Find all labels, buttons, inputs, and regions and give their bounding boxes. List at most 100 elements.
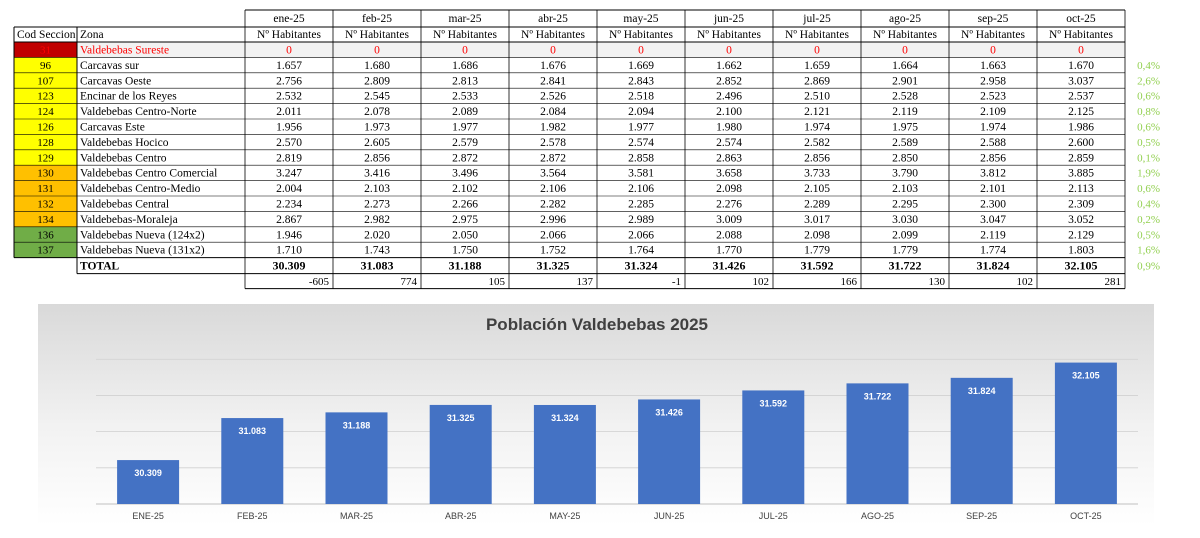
cell-value: 2.119 bbox=[980, 229, 1006, 241]
section-code: 129 bbox=[37, 152, 54, 164]
x-tick-label: SEP-25 bbox=[966, 511, 997, 521]
total-value: 32.105 bbox=[1065, 259, 1098, 273]
cell-value: 3.790 bbox=[892, 168, 918, 180]
code-cell-fill bbox=[14, 226, 77, 243]
code-cell-fill bbox=[14, 211, 77, 227]
cell-value: 0 bbox=[990, 45, 996, 57]
cell-value: 2.872 bbox=[452, 152, 478, 164]
month-header: oct-25 bbox=[1066, 13, 1096, 25]
change-pct: 0,4% bbox=[1137, 199, 1160, 211]
cell-value: 2.867 bbox=[276, 214, 302, 226]
cell-value: 2.276 bbox=[716, 199, 742, 211]
cell-value: 2.526 bbox=[540, 91, 566, 103]
section-code: 128 bbox=[37, 137, 54, 149]
code-cell-fill bbox=[14, 149, 77, 166]
cell-value: 2.121 bbox=[804, 106, 830, 118]
cell-value: 2.537 bbox=[1068, 91, 1094, 103]
change-pct: 1,9% bbox=[1137, 168, 1160, 180]
cell-value: 1.975 bbox=[892, 122, 918, 134]
chart-panel: Población Valdebebas 2025 30.309 ENE-25 31.… bbox=[38, 304, 1154, 526]
cell-value: 2.066 bbox=[628, 229, 654, 241]
month-header: feb-25 bbox=[362, 13, 392, 25]
cell-value: 2.101 bbox=[980, 183, 1006, 195]
section-code: 130 bbox=[37, 168, 54, 180]
cell-value: 2.100 bbox=[716, 106, 742, 118]
header-code: Cod Seccion bbox=[17, 29, 76, 41]
cell-value: 2.989 bbox=[628, 214, 654, 226]
cell-value: 2.282 bbox=[540, 199, 566, 211]
bar bbox=[1054, 362, 1117, 504]
cell-value: 3.416 bbox=[364, 168, 390, 180]
cell-value: 0 bbox=[374, 45, 380, 57]
month-header: abr-25 bbox=[538, 13, 568, 25]
zone-name: Valdebebas Centro Comercial bbox=[80, 168, 217, 180]
section-code: 132 bbox=[37, 199, 54, 211]
change-pct: 0,6% bbox=[1137, 183, 1160, 195]
monthly-diff: 137 bbox=[577, 276, 594, 288]
month-header: may-25 bbox=[623, 13, 658, 25]
x-tick-label: MAR-25 bbox=[340, 511, 373, 521]
chart-title: Población Valdebebas 2025 bbox=[486, 315, 708, 334]
cell-value: 1.803 bbox=[1068, 245, 1094, 257]
section-code: 137 bbox=[37, 245, 54, 257]
x-tick-label: MAY-25 bbox=[549, 511, 580, 521]
cell-value: 1.663 bbox=[980, 60, 1006, 72]
sub-header: Nº Habitantes bbox=[697, 29, 761, 41]
bar bbox=[117, 460, 180, 504]
cell-value: 3.009 bbox=[716, 214, 742, 226]
x-tick-label: FEB-25 bbox=[237, 511, 268, 521]
cell-value: 2.545 bbox=[364, 91, 390, 103]
zone-name: Valdebebas Nueva (124x2) bbox=[80, 229, 205, 241]
code-cell-fill bbox=[14, 165, 77, 181]
cell-value: 2.309 bbox=[1068, 199, 1094, 211]
monthly-diff: 130 bbox=[929, 276, 946, 288]
cell-value: 2.098 bbox=[716, 183, 742, 195]
change-pct: 2,6% bbox=[1137, 75, 1160, 87]
cell-value: 2.234 bbox=[276, 199, 302, 211]
cell-value: 2.119 bbox=[892, 106, 918, 118]
cell-value: 3.658 bbox=[716, 168, 742, 180]
sub-header: Nº Habitantes bbox=[257, 29, 321, 41]
cell-value: 1.710 bbox=[276, 245, 302, 257]
zone-name: Carcavas Este bbox=[80, 122, 145, 134]
cell-value: 3.017 bbox=[804, 214, 830, 226]
section-code: 124 bbox=[37, 106, 54, 118]
cell-value: 2.295 bbox=[892, 199, 918, 211]
cell-value: 1.974 bbox=[804, 122, 830, 134]
sub-header: Nº Habitantes bbox=[873, 29, 937, 41]
cell-value: 2.574 bbox=[716, 137, 742, 149]
section-code: 136 bbox=[37, 229, 54, 241]
month-header: jun-25 bbox=[713, 13, 744, 25]
cell-value: 2.850 bbox=[892, 152, 918, 164]
cell-value: 1.956 bbox=[276, 122, 302, 134]
cell-value: 1.774 bbox=[980, 245, 1006, 257]
cell-value: 2.289 bbox=[804, 199, 830, 211]
cell-value: 2.106 bbox=[540, 183, 566, 195]
change-pct: 0,6% bbox=[1137, 122, 1160, 134]
sub-header: Nº Habitantes bbox=[609, 29, 673, 41]
cell-value: 2.958 bbox=[980, 75, 1006, 87]
cell-value: 3.885 bbox=[1068, 168, 1094, 180]
cell-value: 1.669 bbox=[628, 60, 654, 72]
total-value: 31.592 bbox=[801, 259, 834, 273]
cell-value: 1.779 bbox=[804, 245, 830, 257]
zone-name: Valdebebas Centro-Norte bbox=[80, 106, 197, 118]
cell-value: 2.066 bbox=[540, 229, 566, 241]
month-header: ago-25 bbox=[889, 13, 921, 25]
cell-value: 2.856 bbox=[364, 152, 390, 164]
cell-value: 3.047 bbox=[980, 214, 1006, 226]
data-label: 31.325 bbox=[447, 413, 475, 423]
sub-header: Nº Habitantes bbox=[433, 29, 497, 41]
zone-name: Valdebebas Centro bbox=[80, 152, 167, 164]
cell-value: 2.020 bbox=[364, 229, 390, 241]
cell-value: 1.680 bbox=[364, 60, 390, 72]
cell-value: 3.247 bbox=[276, 168, 302, 180]
cell-value: 2.589 bbox=[892, 137, 918, 149]
code-cell-fill bbox=[14, 57, 77, 73]
monthly-diff: 774 bbox=[401, 276, 418, 288]
total-label: TOTAL bbox=[80, 261, 120, 273]
cell-value: 2.841 bbox=[540, 75, 566, 87]
sub-header: Nº Habitantes bbox=[521, 29, 585, 41]
cell-value: 2.098 bbox=[804, 229, 830, 241]
cell-value: 2.266 bbox=[452, 199, 478, 211]
